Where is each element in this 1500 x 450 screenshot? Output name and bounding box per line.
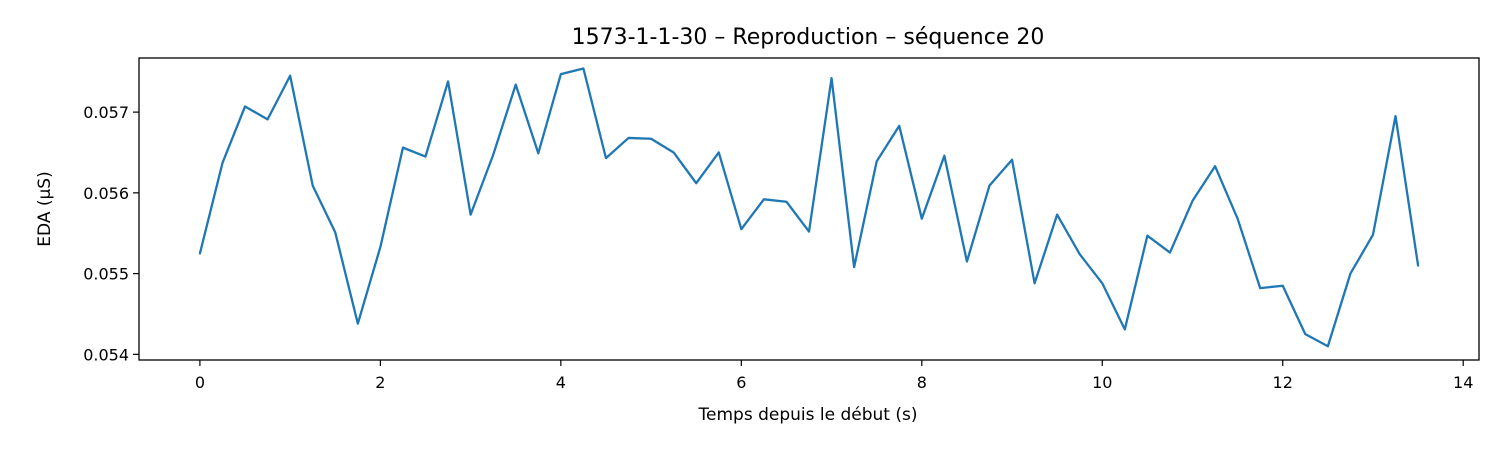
data-point: [1349, 272, 1351, 274]
y-tick-label: 0.055: [83, 265, 129, 284]
data-point: [740, 228, 742, 230]
x-tick-label: 8: [917, 373, 927, 392]
data-point: [1146, 234, 1148, 236]
data-point: [988, 184, 990, 186]
data-point: [1011, 159, 1013, 161]
data-point: [447, 80, 449, 82]
plot-frame: [138, 57, 1480, 361]
x-tick-label: 4: [556, 373, 566, 392]
data-point: [312, 184, 314, 186]
data-point: [898, 125, 900, 127]
data-point: [424, 155, 426, 157]
y-tick-label: 0.054: [83, 345, 129, 364]
y-tick-label: 0.057: [83, 103, 129, 122]
data-point: [402, 146, 404, 148]
data-point: [1304, 333, 1306, 335]
x-tick-label: 10: [1092, 373, 1112, 392]
data-point: [515, 83, 517, 85]
data-point: [808, 230, 810, 232]
data-point: [1417, 264, 1419, 266]
x-tick-label: 2: [375, 373, 385, 392]
data-point: [875, 160, 877, 162]
data-point: [469, 213, 471, 215]
y-axis-ticks: 0.054 0.055 0.056 0.057: [83, 103, 139, 364]
data-point: [1214, 165, 1216, 167]
data-point: [221, 162, 223, 164]
data-point: [1056, 213, 1058, 215]
data-point: [199, 252, 201, 254]
data-point: [1191, 200, 1193, 202]
series-line-0: [198, 67, 1420, 348]
data-point: [695, 182, 697, 184]
data-point: [492, 154, 494, 156]
x-tick-label: 6: [736, 373, 746, 392]
data-point: [1079, 253, 1081, 255]
data-point: [334, 231, 336, 233]
data-point: [379, 246, 381, 248]
data-point: [582, 67, 584, 69]
data-point: [1327, 345, 1329, 347]
y-axis-label: EDA (µS): [35, 171, 55, 246]
data-point: [357, 322, 359, 324]
data-point: [1124, 328, 1126, 330]
data-point: [966, 260, 968, 262]
data-point: [627, 137, 629, 139]
series-layer: [198, 67, 1420, 348]
x-axis-ticks: 0 2 4 6 8 10 12 14: [195, 360, 1473, 392]
data-point: [1282, 285, 1284, 287]
data-point: [1372, 234, 1374, 236]
data-point: [1394, 115, 1396, 117]
data-point: [289, 75, 291, 77]
data-point: [921, 217, 923, 219]
data-point: [1033, 282, 1035, 284]
data-point: [763, 198, 765, 200]
data-point: [718, 151, 720, 153]
x-tick-label: 0: [195, 373, 205, 392]
data-point: [244, 105, 246, 107]
data-point: [1236, 217, 1238, 219]
data-point: [560, 73, 562, 75]
data-point: [830, 77, 832, 79]
data-point: [650, 138, 652, 140]
x-tick-label: 14: [1453, 373, 1473, 392]
data-point: [853, 266, 855, 268]
data-point: [785, 201, 787, 203]
data-point: [1259, 287, 1261, 289]
data-point: [266, 118, 268, 120]
y-tick-label: 0.056: [83, 184, 129, 203]
chart-title: 1573-1-1-30 – Reproduction – séquence 20: [572, 25, 1045, 50]
data-point: [672, 151, 674, 153]
data-point: [943, 155, 945, 157]
data-point: [605, 157, 607, 159]
data-point: [1169, 251, 1171, 253]
x-tick-label: 12: [1273, 373, 1293, 392]
data-point: [1101, 282, 1103, 284]
data-point: [537, 152, 539, 154]
x-axis-label: Temps depuis le début (s): [698, 405, 918, 425]
